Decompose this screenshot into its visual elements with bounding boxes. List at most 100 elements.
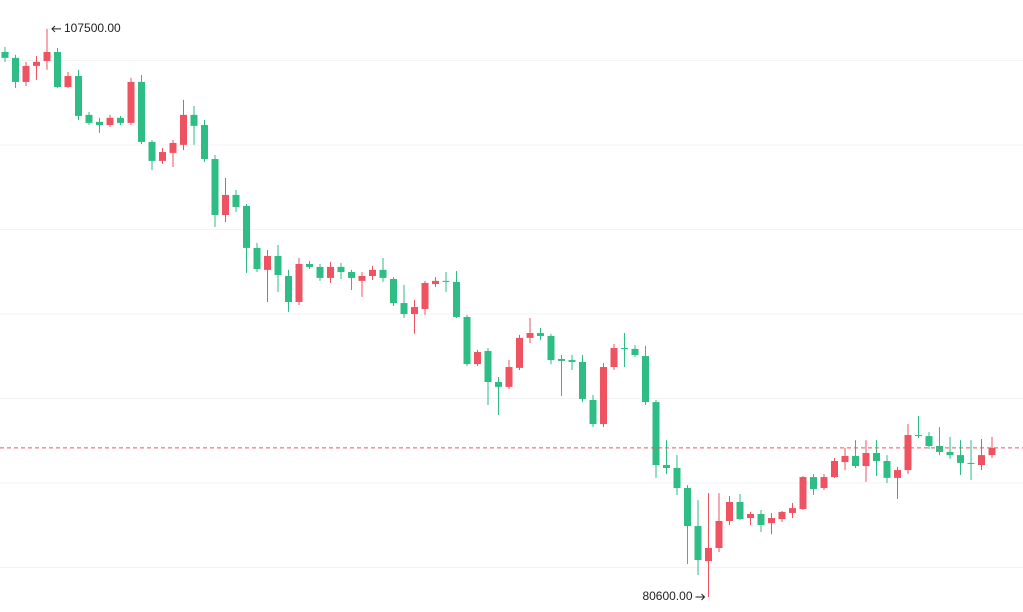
- candle-body: [85, 114, 93, 123]
- candle-body: [988, 447, 996, 456]
- arrow: [51, 25, 61, 33]
- candle-body: [400, 303, 408, 315]
- candle-body: [925, 436, 933, 447]
- candle-body: [274, 255, 282, 275]
- candle-body: [106, 117, 114, 126]
- candle-body: [768, 518, 775, 524]
- candle-body: [306, 263, 313, 267]
- candle-body: [621, 348, 628, 350]
- candle-body: [820, 477, 828, 489]
- candle-body: [936, 446, 943, 452]
- grid: [0, 60, 1023, 568]
- candle-body: [547, 335, 555, 361]
- candle-body: [295, 263, 303, 302]
- candle-body: [138, 81, 145, 142]
- candle-body: [967, 462, 975, 464]
- candle-body: [883, 461, 891, 478]
- candle-body: [327, 266, 334, 278]
- candle-body: [379, 269, 387, 278]
- candle-body: [12, 57, 19, 82]
- candle-body: [337, 266, 345, 272]
- candle-body: [22, 65, 30, 82]
- candle-body: [978, 455, 985, 466]
- candle-body: [516, 337, 523, 368]
- candle-body: [222, 194, 229, 215]
- candle-body: [54, 51, 61, 88]
- candle-body: [453, 281, 460, 317]
- candle-body: [495, 382, 502, 387]
- candle-body: [600, 367, 607, 425]
- candle-body: [852, 455, 859, 467]
- candle-body: [558, 359, 565, 361]
- candle-body: [411, 307, 418, 315]
- candle-body: [211, 159, 219, 215]
- candle-body: [64, 76, 72, 88]
- candle-body: [33, 61, 40, 66]
- annotations: 107500.00 80600.00: [51, 21, 706, 603]
- candle-body: [894, 470, 901, 478]
- candle-body: [253, 247, 261, 270]
- candle-body: [348, 272, 355, 278]
- candle-body: [75, 76, 82, 116]
- candle-body: [148, 141, 156, 161]
- candle-body: [474, 352, 481, 365]
- candle-body: [463, 316, 471, 365]
- candle-body: [243, 205, 250, 248]
- candle-body: [369, 269, 376, 277]
- candle-body: [747, 514, 754, 519]
- candle-body: [43, 51, 51, 62]
- candle-body: [117, 117, 124, 123]
- candle-body: [705, 548, 712, 562]
- candle-body: [526, 333, 534, 338]
- candle-body: [862, 452, 870, 467]
- candle-body: [831, 461, 838, 478]
- candle-body: [841, 455, 849, 463]
- candle-body: [789, 508, 796, 513]
- candle-body: [432, 280, 439, 285]
- candle-body: [169, 142, 177, 153]
- candle-body: [673, 467, 681, 489]
- low-label: 80600.00: [642, 589, 692, 603]
- arrow: [695, 593, 706, 601]
- candle-body: [946, 451, 954, 456]
- candle-body: [757, 514, 765, 525]
- candle-body: [652, 402, 660, 466]
- candle-body: [180, 114, 187, 145]
- candle-body: [264, 255, 271, 270]
- candle-body: [127, 81, 135, 123]
- candle-body: [799, 477, 807, 509]
- candle-body: [96, 121, 103, 126]
- candle-body: [589, 399, 597, 425]
- candle-body: [484, 350, 492, 383]
- candle-body: [715, 520, 723, 549]
- candle-body: [316, 266, 324, 278]
- candle-body: [663, 465, 670, 468]
- candle-body: [159, 152, 166, 161]
- candle-body: [421, 282, 429, 309]
- candle-body: [904, 435, 912, 471]
- candle-body: [642, 356, 649, 403]
- candle-body: [579, 361, 586, 399]
- candle-body: [957, 455, 964, 463]
- candle-body: [442, 280, 450, 282]
- candle-body: [778, 511, 786, 520]
- candle-body: [568, 360, 576, 362]
- candle-body: [1, 51, 9, 58]
- candle-body: [726, 501, 733, 521]
- candle-body: [285, 276, 292, 302]
- candle-body: [232, 194, 240, 207]
- candle-body: [631, 348, 639, 355]
- candle-body: [190, 114, 198, 126]
- candles: [0, 28, 1023, 598]
- high-label: 107500.00: [64, 21, 121, 35]
- candle-body: [684, 488, 691, 527]
- candle-body: [610, 348, 618, 368]
- candle-body: [505, 367, 513, 387]
- candle-body: [694, 526, 702, 561]
- candle-body: [358, 276, 366, 281]
- candle-body: [201, 125, 208, 160]
- candle-body: [915, 435, 922, 437]
- candle-body: [810, 477, 817, 490]
- candle-body: [537, 333, 544, 336]
